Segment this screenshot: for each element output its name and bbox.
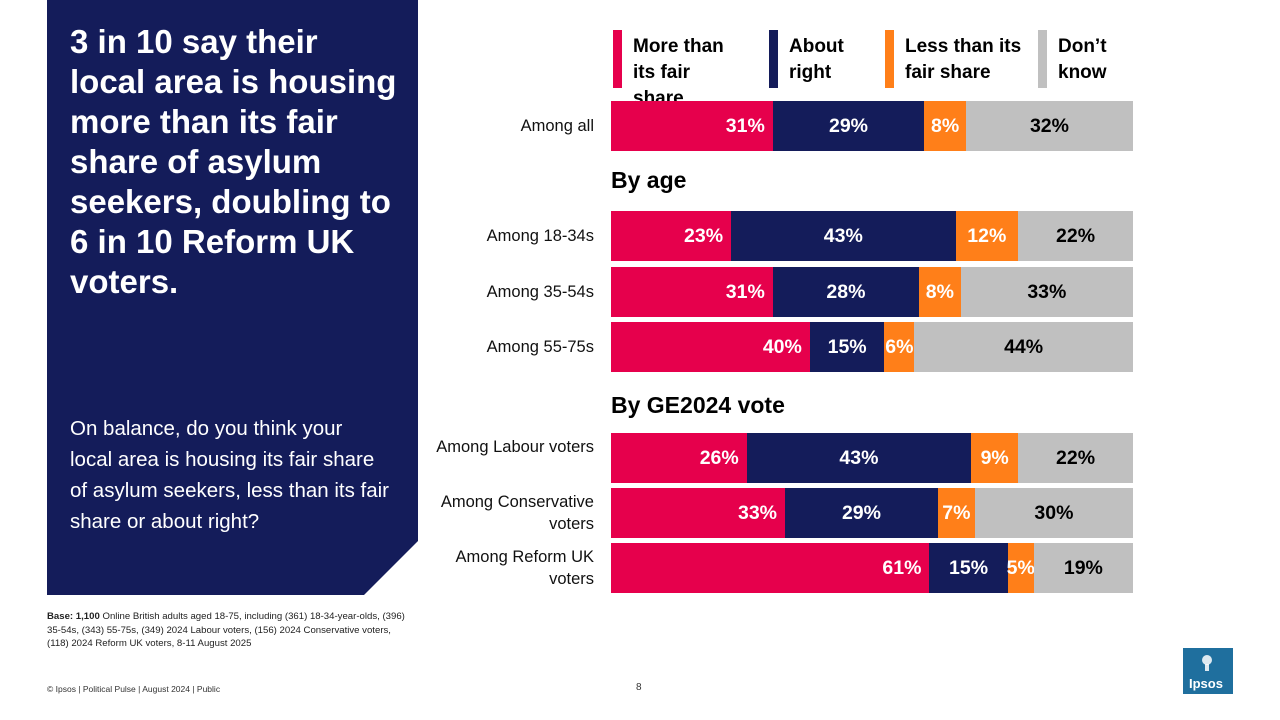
data-label: 15% <box>949 556 989 579</box>
bar-segment-less: 9% <box>971 433 1019 483</box>
headline: 3 in 10 say their local area is housing … <box>70 23 397 300</box>
survey-question: On balance, do you think your local area… <box>70 417 390 533</box>
data-label: 40% <box>762 335 802 358</box>
bar-row: 40% 15% 6% 44% <box>611 322 1133 372</box>
ipsos-logo: Ipsos <box>1183 648 1233 694</box>
bar-segment-less: 5% <box>1006 543 1035 593</box>
logo-mark-icon <box>1202 655 1212 671</box>
data-label: 31% <box>725 114 765 137</box>
legend-label-less: Less than its fair share <box>905 36 1022 83</box>
logo-text: Ipsos <box>1189 676 1223 691</box>
footer: © Ipsos | Political Pulse | August 2024 … <box>47 684 221 694</box>
bar-segment-less: 8% <box>918 267 961 317</box>
bar-segment-about: 43% <box>746 433 972 483</box>
bar-segment-more: 61% <box>611 543 930 593</box>
data-label: 28% <box>826 280 866 303</box>
data-label: 33% <box>737 501 777 524</box>
data-label: 32% <box>1029 114 1069 137</box>
legend-swatch-more <box>613 30 622 88</box>
bar-segment-more: 31% <box>611 101 773 151</box>
data-label: 15% <box>827 335 867 358</box>
bar-row: 31% 28% 8% 33% <box>611 267 1133 317</box>
legend-swatch-less <box>885 30 894 88</box>
page-number: 8 <box>636 682 642 693</box>
legend-label-more: More than its fair share <box>633 36 724 109</box>
bar-segment-less: 7% <box>937 488 975 538</box>
row-label: Among Labour voters <box>436 438 594 456</box>
headline-panel <box>47 0 418 595</box>
bar-segment-about: 28% <box>772 267 919 317</box>
data-label: 8% <box>930 114 960 137</box>
row-label: Among all <box>520 117 594 135</box>
bar-segment-dk: 22% <box>1018 433 1133 483</box>
row-label: Among Reform UK voters <box>455 548 594 588</box>
section-heading-age: By age <box>611 167 687 193</box>
legend-swatch-about <box>769 30 778 88</box>
row-label: Among Conservative voters <box>440 493 594 533</box>
row-label: Among 55-75s <box>486 338 594 356</box>
data-label: 22% <box>1056 446 1096 469</box>
data-label: 12% <box>967 224 1007 247</box>
bar-segment-dk: 32% <box>965 101 1133 151</box>
legend-label-dont-know: Don’t know <box>1058 36 1107 83</box>
bar-segment-more: 26% <box>611 433 747 483</box>
data-label: 6% <box>885 335 914 358</box>
section-heading-vote: By GE2024 vote <box>611 392 785 418</box>
data-label: 44% <box>1004 335 1044 358</box>
data-label: 22% <box>1056 224 1096 247</box>
bar-segment-more: 33% <box>611 488 785 538</box>
legend-label-about: About right <box>789 36 844 83</box>
data-label: 23% <box>684 224 724 247</box>
bar-row: 33% 29% 7% 30% <box>611 488 1133 538</box>
data-label: 19% <box>1063 556 1103 579</box>
base-note-text: Online British adults aged 18-75, includ… <box>47 611 405 649</box>
data-label: 43% <box>823 224 863 247</box>
data-label: 8% <box>925 280 954 303</box>
bar-segment-about: 29% <box>772 101 925 151</box>
base-note: Base: 1,100 Online British adults aged 1… <box>47 610 412 651</box>
bar-segment-dk: 19% <box>1033 543 1133 593</box>
data-label: 7% <box>942 501 971 524</box>
data-label: 43% <box>839 446 879 469</box>
bar-row: 26% 43% 9% 22% <box>611 433 1133 483</box>
bar-segment-more: 23% <box>611 211 732 261</box>
bar-row: 61% 15% 5% 19% <box>611 543 1133 593</box>
bar-segment-less: 6% <box>884 322 915 372</box>
data-label: 29% <box>828 114 869 137</box>
bar-segment-more: 40% <box>611 322 810 372</box>
row-label: Among 18-34s <box>486 227 594 245</box>
bar-segment-dk: 30% <box>974 488 1133 538</box>
data-label: 30% <box>1034 501 1074 524</box>
data-label: 9% <box>980 446 1009 469</box>
bar-segment-dk: 44% <box>914 322 1133 372</box>
data-label: 26% <box>699 446 739 469</box>
bar-segment-about: 15% <box>809 322 885 372</box>
row-label: Among 35-54s <box>486 283 594 301</box>
bar-segment-less: 8% <box>924 101 966 151</box>
data-label: 33% <box>1027 280 1067 303</box>
base-note-bold: Base: 1,100 <box>47 611 100 622</box>
data-label: 5% <box>1006 556 1035 579</box>
data-label: 29% <box>841 501 881 524</box>
bar-row: 23% 43% 12% 22% <box>611 211 1133 261</box>
bar-segment-about: 29% <box>785 488 938 538</box>
bar-segment-dk: 33% <box>960 267 1133 317</box>
bar-segment-about: 43% <box>731 211 956 261</box>
data-label: 31% <box>725 280 765 303</box>
bar-segment-more: 31% <box>611 267 773 317</box>
data-label: 61% <box>882 556 922 579</box>
bar-segment-less: 12% <box>955 211 1019 261</box>
legend-swatch-dont-know <box>1038 30 1047 88</box>
bar-row: 31% 29% 8% 32% <box>611 101 1133 151</box>
bar-segment-about: 15% <box>929 543 1008 593</box>
bar-segment-dk: 22% <box>1018 211 1133 261</box>
